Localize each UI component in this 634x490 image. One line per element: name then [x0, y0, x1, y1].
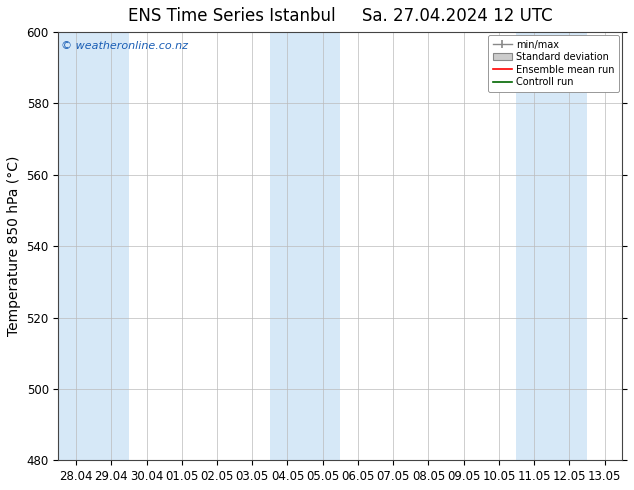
Y-axis label: Temperature 850 hPa (°C): Temperature 850 hPa (°C) — [7, 156, 21, 336]
Bar — [517, 32, 587, 460]
Bar — [270, 32, 340, 460]
Legend: min/max, Standard deviation, Ensemble mean run, Controll run: min/max, Standard deviation, Ensemble me… — [488, 35, 619, 92]
Text: © weatheronline.co.nz: © weatheronline.co.nz — [61, 41, 188, 50]
Bar — [58, 32, 129, 460]
Title: ENS Time Series Istanbul     Sa. 27.04.2024 12 UTC: ENS Time Series Istanbul Sa. 27.04.2024 … — [128, 7, 553, 25]
